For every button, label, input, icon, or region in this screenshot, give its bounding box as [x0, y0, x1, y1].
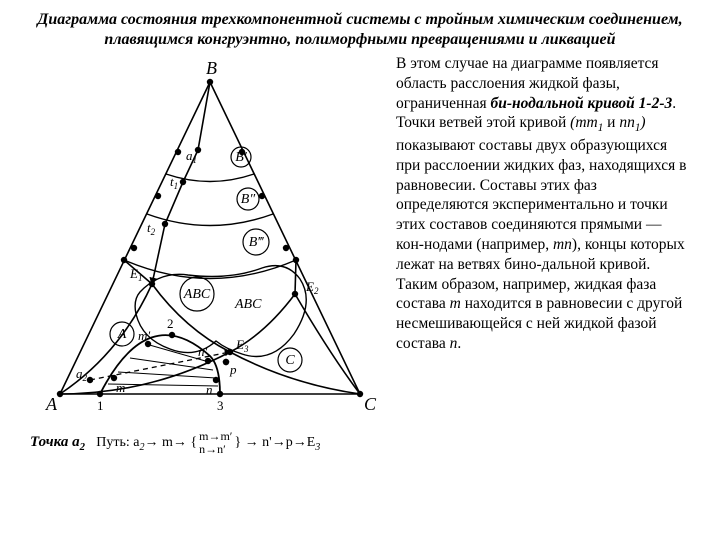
caption: Точка a2 Путь: a2→ m→ {m→m′n→n′} → n'→p→… [30, 430, 390, 455]
svg-text:n: n [206, 382, 213, 397]
page-title: Диаграмма состояния трехкомпонентной сис… [30, 10, 690, 50]
svg-text:B‴: B‴ [249, 235, 265, 250]
svg-text:1: 1 [97, 398, 104, 413]
svg-text:C: C [364, 394, 377, 414]
svg-text:A: A [117, 327, 127, 342]
svg-text:E3: E3 [235, 337, 249, 354]
svg-text:C: C [285, 353, 295, 368]
svg-text:B″: B″ [241, 192, 256, 207]
svg-text:ABC: ABC [183, 287, 211, 302]
svg-text:m: m [116, 380, 125, 395]
svg-text:B: B [206, 58, 217, 78]
svg-text:A: A [45, 394, 58, 414]
svg-text:p: p [229, 362, 237, 377]
svg-text:3: 3 [217, 398, 224, 413]
svg-text:n′: n′ [198, 344, 208, 359]
svg-text:2: 2 [167, 316, 174, 331]
body-text: В этом случае на диаграмме появляется об… [390, 54, 690, 354]
svg-text:E1: E1 [129, 266, 142, 283]
svg-text:t2: t2 [147, 220, 156, 237]
ternary-diagram: B′B″B‴ABCABCACABCE1E2E3t1t2a1a2mnm′n′p12… [30, 54, 390, 424]
diagram-container: B′B″B‴ABCABCACABCE1E2E3t1t2a1a2mnm′n′p12… [30, 54, 390, 455]
svg-text:a2: a2 [76, 366, 88, 383]
svg-text:m′: m′ [138, 328, 150, 343]
svg-text:E2: E2 [305, 279, 319, 296]
svg-text:ABC: ABC [234, 297, 262, 312]
